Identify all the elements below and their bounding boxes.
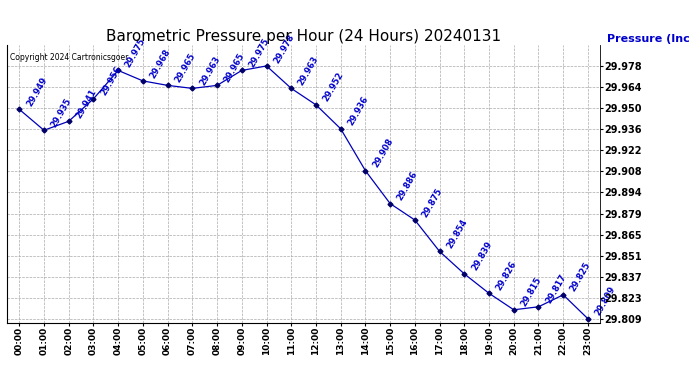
Text: 29.825: 29.825: [569, 261, 593, 293]
Text: 29.817: 29.817: [544, 273, 568, 305]
Text: 29.963: 29.963: [198, 55, 221, 87]
Text: 29.809: 29.809: [593, 285, 618, 317]
Text: 29.935: 29.935: [50, 96, 73, 129]
Text: 29.936: 29.936: [346, 95, 370, 128]
Text: 29.975: 29.975: [247, 37, 271, 69]
Text: 29.839: 29.839: [470, 240, 494, 273]
Text: 29.886: 29.886: [395, 170, 420, 202]
Text: 29.826: 29.826: [495, 260, 519, 292]
Text: 29.978: 29.978: [272, 32, 296, 64]
Text: 29.875: 29.875: [420, 186, 444, 219]
Text: 29.815: 29.815: [520, 276, 543, 308]
Text: 29.956: 29.956: [99, 65, 123, 98]
Text: 29.965: 29.965: [173, 51, 197, 84]
Text: 29.908: 29.908: [371, 137, 395, 169]
Text: Pressure (Inches/Hg): Pressure (Inches/Hg): [607, 34, 690, 44]
Text: 29.963: 29.963: [297, 55, 321, 87]
Text: 29.968: 29.968: [148, 47, 172, 80]
Text: 29.854: 29.854: [445, 217, 469, 250]
Title: Barometric Pressure per Hour (24 Hours) 20240131: Barometric Pressure per Hour (24 Hours) …: [106, 29, 501, 44]
Text: Copyright 2024 Cartronicsgoer: Copyright 2024 Cartronicsgoer: [10, 53, 128, 62]
Text: 29.941: 29.941: [75, 87, 98, 120]
Text: 29.975: 29.975: [124, 37, 148, 69]
Text: 29.949: 29.949: [25, 75, 49, 108]
Text: 29.965: 29.965: [223, 51, 246, 84]
Text: 29.952: 29.952: [322, 71, 346, 104]
